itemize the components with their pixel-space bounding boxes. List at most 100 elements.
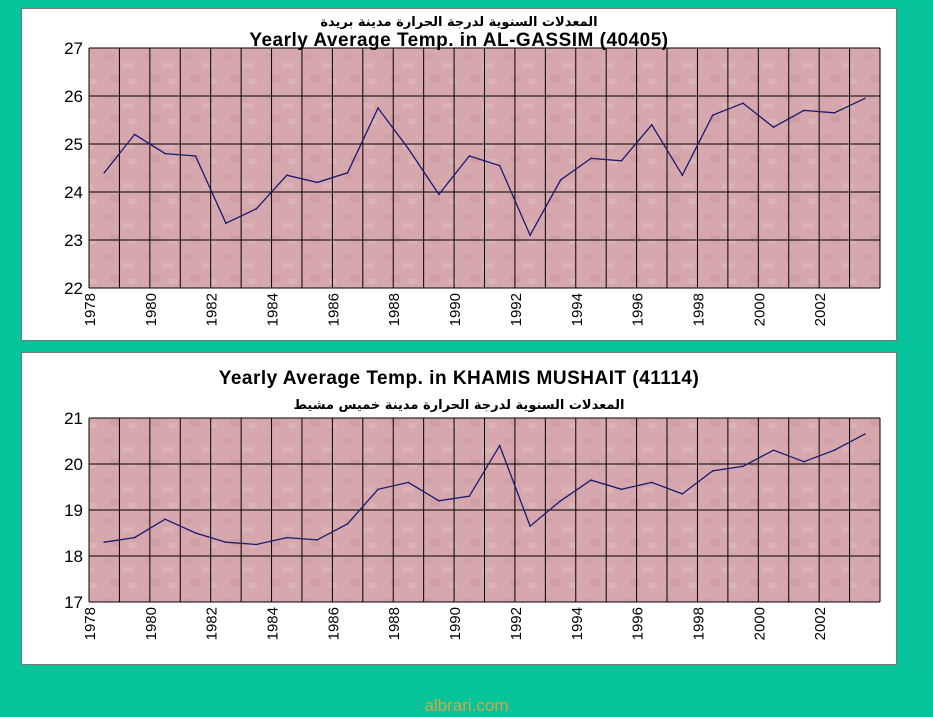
data-point xyxy=(590,157,592,160)
x-tick-label: 1998 xyxy=(690,607,707,640)
site-watermark: albrari.com xyxy=(424,696,509,715)
data-point xyxy=(286,174,288,176)
data-point xyxy=(133,536,136,539)
x-tick-label: 1994 xyxy=(569,607,586,640)
x-tick-label: 1996 xyxy=(630,607,647,640)
data-point xyxy=(407,481,410,484)
data-point xyxy=(529,234,531,236)
data-point xyxy=(559,500,562,502)
x-tick-label: 1990 xyxy=(447,607,464,640)
x-tick-label: 1980 xyxy=(143,607,160,640)
data-point xyxy=(103,541,105,543)
y-tick-label: 24 xyxy=(64,183,83,202)
chart-panel-al-gassim: 22 23 24 25 26 27 1978 1980 1982 1984 1986 1988 1990… xyxy=(21,8,897,341)
y-tick-label: 18 xyxy=(64,547,83,566)
x-tick-label: 1986 xyxy=(325,293,342,326)
data-point xyxy=(286,536,288,539)
data-point xyxy=(498,164,501,167)
data-point xyxy=(833,112,836,114)
x-tick-label: 2002 xyxy=(812,293,829,326)
data-point xyxy=(377,107,379,109)
data-point xyxy=(346,523,349,525)
chart-subtitle: المعدلات السنوية لدرجة الحرارة مدينة خمي… xyxy=(293,398,624,413)
x-tick-label: 2000 xyxy=(751,607,768,640)
data-point xyxy=(255,208,258,210)
x-tick-label: 1982 xyxy=(204,293,221,326)
x-tick-label: 1984 xyxy=(265,607,282,640)
data-point xyxy=(103,172,105,174)
y-tick-label: 20 xyxy=(64,455,83,474)
data-point xyxy=(529,525,531,527)
x-tick-label: 1990 xyxy=(447,293,464,326)
data-point xyxy=(711,114,714,116)
y-tick-label: 22 xyxy=(64,279,83,298)
data-point xyxy=(498,444,501,447)
x-tick-label: 1998 xyxy=(690,293,707,326)
chart-subtitle: المعدلات السنوية لدرجة الحرارة مدينة بري… xyxy=(320,15,597,30)
x-tick-label: 2002 xyxy=(812,607,829,640)
data-point xyxy=(681,174,684,176)
x-tick-label: 1996 xyxy=(630,293,647,326)
series-line xyxy=(104,433,866,546)
data-point xyxy=(803,460,805,463)
chart-panel-khamis-mushait: 17 18 19 20 21 1978 1980 1982 1984 1986 1988 1990 19… xyxy=(21,352,897,665)
data-point xyxy=(559,179,562,181)
x-tick-label: 1994 xyxy=(569,293,586,326)
data-point xyxy=(711,470,714,472)
data-point xyxy=(833,449,836,451)
data-point xyxy=(468,495,471,497)
chart-khamis-mushait: 17 18 19 20 21 1978 1980 1982 1984 1986 1988 1990 19… xyxy=(64,368,881,640)
x-tick-label: 1984 xyxy=(265,293,282,326)
y-tick-label: 26 xyxy=(64,87,83,106)
x-tick-label: 1978 xyxy=(82,607,99,640)
data-point xyxy=(407,148,410,150)
data-point xyxy=(681,493,684,495)
x-tick-label: 1982 xyxy=(204,607,221,640)
x-tick-label: 1992 xyxy=(508,607,525,640)
data-point xyxy=(620,160,623,162)
data-point xyxy=(346,172,349,174)
data-point xyxy=(164,152,166,155)
x-tick-label: 1992 xyxy=(508,293,525,326)
series-line xyxy=(103,97,866,237)
x-tick-label: 1988 xyxy=(386,607,403,640)
data-point xyxy=(316,181,319,184)
data-point xyxy=(651,481,653,484)
x-tick-label: 1988 xyxy=(386,293,403,326)
data-point xyxy=(438,500,440,502)
data-point xyxy=(194,155,197,157)
y-tick-label: 19 xyxy=(64,501,83,520)
data-point xyxy=(742,102,744,104)
data-point xyxy=(438,193,440,196)
x-tick-label: 1978 xyxy=(82,293,99,326)
y-tick-label: 27 xyxy=(64,39,83,58)
x-tick-label: 2000 xyxy=(751,293,768,326)
x-tick-label: 1986 xyxy=(325,607,342,640)
data-point xyxy=(772,126,775,128)
y-tick-label: 25 xyxy=(64,135,83,154)
x-tick-label: 1980 xyxy=(143,293,160,326)
data-point xyxy=(377,488,379,491)
data-point xyxy=(620,488,623,491)
data-point xyxy=(742,465,744,468)
data-point xyxy=(316,539,319,541)
data-point xyxy=(864,97,866,100)
data-point xyxy=(255,543,258,546)
chart-al-gassim: 22 23 24 25 26 27 1978 1980 1982 1984 1986 1988 1990… xyxy=(64,15,881,326)
data-point xyxy=(194,532,197,534)
data-point xyxy=(772,449,775,451)
chart-title: Yearly Average Temp. in KHAMIS MUSHAIT (… xyxy=(219,368,700,389)
data-point xyxy=(133,133,136,136)
y-tick-label: 21 xyxy=(64,409,83,428)
chart-title: Yearly Average Temp. in AL-GASSIM (40405… xyxy=(249,30,668,51)
y-tick-label: 17 xyxy=(64,593,83,612)
data-point xyxy=(468,155,471,157)
data-point xyxy=(590,479,592,481)
y-tick-label: 23 xyxy=(64,231,83,250)
data-point xyxy=(864,433,866,435)
data-point xyxy=(651,124,653,126)
data-point xyxy=(225,541,227,543)
data-point xyxy=(225,222,227,224)
data-point xyxy=(164,518,166,520)
data-point xyxy=(803,109,805,112)
